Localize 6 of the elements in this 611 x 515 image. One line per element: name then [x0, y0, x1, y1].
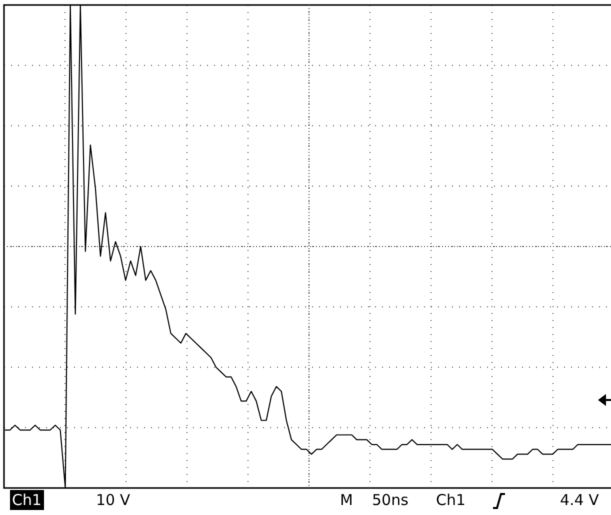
text: 50ns: [372, 490, 408, 510]
text: 4.4 V: [560, 490, 599, 510]
text: M: [340, 490, 353, 510]
text: Ch1: [436, 490, 466, 510]
text: 10 V: [96, 490, 130, 510]
text: Ch1: [10, 490, 44, 510]
